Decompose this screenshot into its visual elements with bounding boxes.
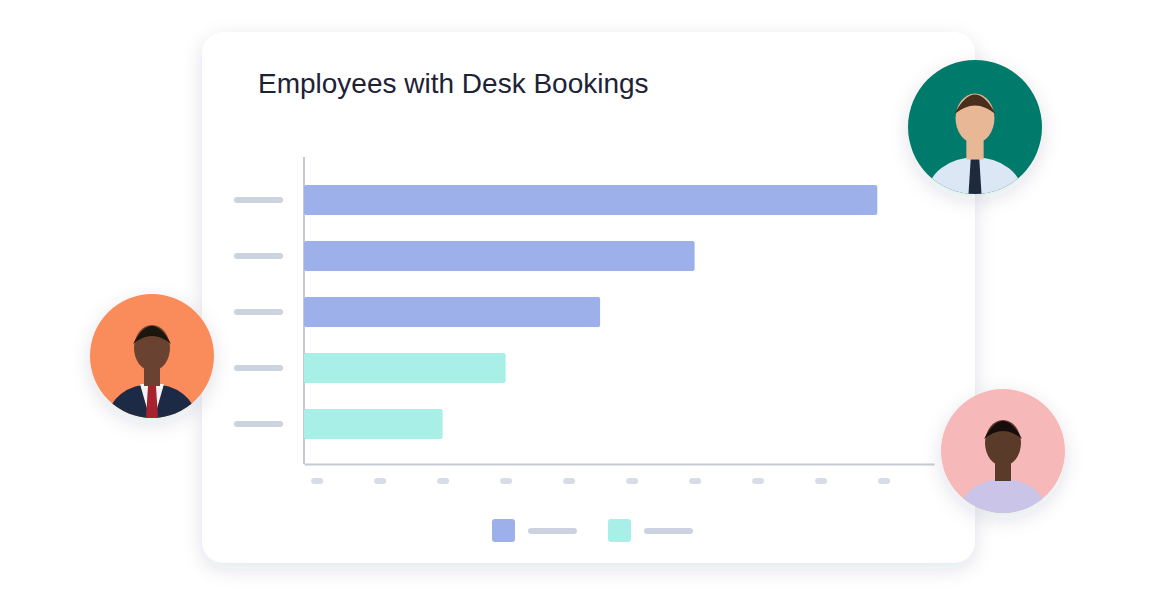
avatar-hair — [954, 95, 995, 114]
avatar-tie — [146, 386, 158, 418]
x-tick — [815, 478, 827, 484]
avatar-hair — [133, 326, 171, 344]
legend-placeholder — [644, 528, 693, 534]
chart-svg: Employees with Desk Bookings — [0, 0, 1152, 597]
x-tick-mark — [752, 478, 764, 484]
bars — [304, 185, 877, 439]
bar — [304, 297, 600, 327]
x-tick — [878, 478, 890, 484]
category-placeholder — [234, 421, 283, 427]
legend-item — [492, 519, 577, 542]
legend-swatch — [608, 519, 631, 542]
chart-container: Employees with Desk Bookings — [0, 0, 1152, 597]
x-tick — [311, 478, 323, 484]
avatar-tie — [969, 159, 982, 194]
x-tick-mark — [878, 478, 890, 484]
y-tick — [234, 309, 283, 315]
chart-title: Employees with Desk Bookings — [258, 68, 649, 99]
y-tick — [234, 365, 283, 371]
y-tick — [234, 421, 283, 427]
avatar-head — [134, 325, 170, 371]
y-tick — [234, 197, 283, 203]
avatar-body — [959, 479, 1047, 547]
avatar-figure — [927, 94, 1022, 231]
x-tick — [563, 478, 575, 484]
card — [202, 32, 975, 563]
y-tick — [234, 253, 283, 259]
avatar-body — [108, 384, 196, 452]
legend — [492, 519, 693, 542]
legend-swatch — [492, 519, 515, 542]
x-tick-mark — [689, 478, 701, 484]
category-placeholder — [234, 309, 283, 315]
avatar-body — [927, 157, 1022, 230]
x-tick — [752, 478, 764, 484]
x-axis-line — [305, 464, 935, 466]
bar — [304, 353, 506, 383]
avatar-figure — [108, 325, 196, 452]
x-tick — [626, 478, 638, 484]
avatar — [941, 389, 1065, 547]
x-tick-mark — [563, 478, 575, 484]
x-tick — [500, 478, 512, 484]
category-placeholder — [234, 253, 283, 259]
x-tick — [374, 478, 386, 484]
legend-item — [608, 519, 693, 542]
x-axis — [305, 465, 935, 485]
bar — [304, 185, 877, 215]
x-tick-mark — [815, 478, 827, 484]
x-tick-mark — [311, 478, 323, 484]
x-tick-mark — [500, 478, 512, 484]
avatar — [90, 294, 214, 452]
bar — [304, 241, 695, 271]
y-axis — [234, 197, 283, 427]
x-tick — [437, 478, 449, 484]
legend-placeholder — [528, 528, 577, 534]
avatar-background — [908, 60, 1042, 194]
category-placeholder — [234, 365, 283, 371]
avatar-head — [985, 420, 1021, 466]
bar — [304, 409, 443, 439]
avatar-figure — [959, 420, 1047, 547]
avatar-hair — [984, 421, 1022, 439]
avatar-shirt — [140, 384, 164, 426]
x-tick-mark — [374, 478, 386, 484]
category-placeholder — [234, 197, 283, 203]
x-tick-mark — [437, 478, 449, 484]
avatar — [908, 60, 1042, 231]
x-tick-mark — [626, 478, 638, 484]
avatar-background — [90, 294, 214, 418]
x-tick — [689, 478, 701, 484]
